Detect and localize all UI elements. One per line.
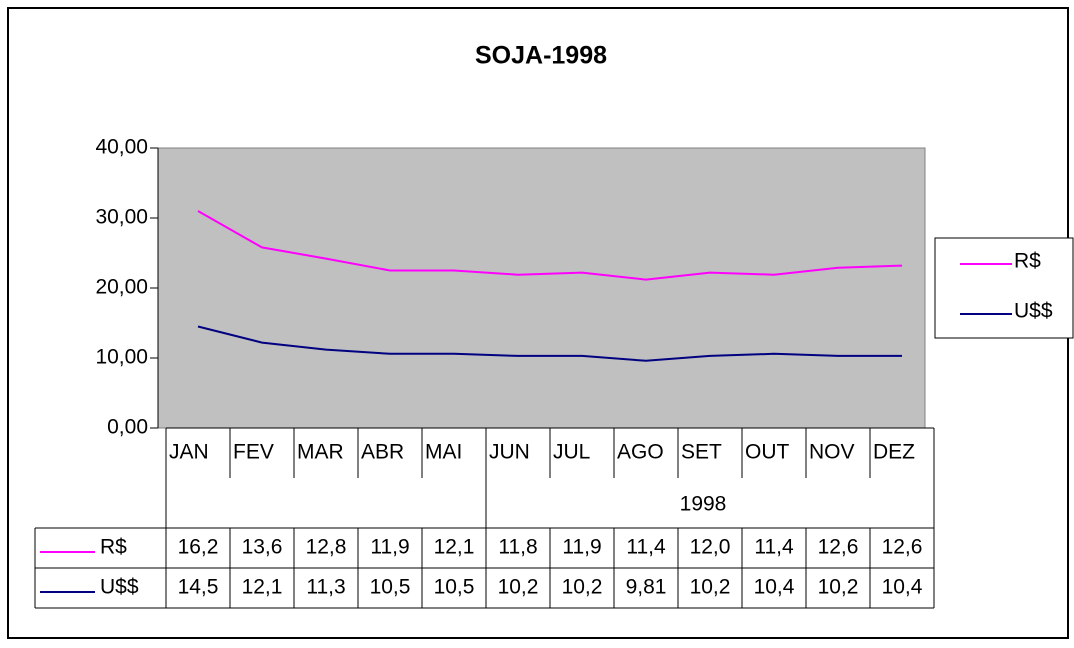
- line-series: [197, 325, 902, 362]
- table-value: 12,6: [882, 536, 923, 559]
- table-value: 13,6: [242, 536, 283, 559]
- table-value: 9,81: [626, 576, 667, 599]
- table-value: 10,5: [434, 576, 475, 599]
- table-value: 10,2: [818, 576, 859, 599]
- x-tick-label: JUN: [489, 441, 530, 464]
- category-group-label: 1998: [680, 493, 727, 516]
- table-value: 12,0: [690, 536, 731, 559]
- x-tick-label: ABR: [361, 441, 404, 464]
- table-row-label: R$: [100, 536, 127, 559]
- table-value: 11,9: [562, 536, 601, 559]
- table-value: 12,1: [242, 576, 283, 599]
- x-tick-label: MAR: [297, 441, 344, 464]
- x-tick-label: AGO: [617, 441, 664, 464]
- table-value: 11,4: [754, 536, 794, 559]
- table-value: 14,5: [178, 576, 219, 599]
- x-tick-label: JAN: [169, 441, 209, 464]
- x-tick-label: MAI: [425, 441, 462, 464]
- x-tick-label: OUT: [745, 441, 790, 464]
- y-tick-label: 20,00: [95, 276, 148, 299]
- y-tick-label: 30,00: [95, 206, 148, 229]
- table-value: 11,3: [306, 576, 345, 599]
- legend-label: U$$: [1014, 300, 1053, 323]
- table-value: 12,8: [306, 536, 347, 559]
- y-tick-label: 10,00: [95, 346, 148, 369]
- table-value: 10,4: [882, 576, 923, 599]
- legend-box: [934, 237, 1074, 339]
- table-value: 12,1: [434, 536, 475, 559]
- chart-title: SOJA-1998: [475, 42, 607, 70]
- table-value: 16,2: [178, 536, 219, 559]
- table-value: 11,8: [498, 536, 537, 559]
- table-value: 11,4: [626, 536, 666, 559]
- y-tick-label: 40,00: [95, 136, 148, 159]
- x-tick-label: JUL: [553, 441, 590, 464]
- table-value: 10,5: [370, 576, 411, 599]
- table-value: 10,2: [562, 576, 603, 599]
- x-tick-label: NOV: [809, 441, 855, 464]
- line-series: [197, 210, 903, 281]
- table-value: 11,9: [370, 536, 409, 559]
- x-tick-label: SET: [681, 441, 722, 464]
- x-tick-label: FEV: [233, 441, 274, 464]
- table-value: 10,2: [690, 576, 731, 599]
- table-value: 10,2: [498, 576, 539, 599]
- x-tick-label: DEZ: [873, 441, 915, 464]
- plot-area: [157, 147, 926, 429]
- y-tick-label: 0,00: [107, 416, 148, 439]
- table-value: 12,6: [818, 536, 859, 559]
- table-row-label: U$$: [100, 576, 139, 599]
- table-value: 10,4: [754, 576, 795, 599]
- legend-label: R$: [1014, 250, 1041, 273]
